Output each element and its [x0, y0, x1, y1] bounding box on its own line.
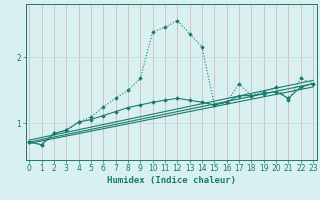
X-axis label: Humidex (Indice chaleur): Humidex (Indice chaleur) — [107, 176, 236, 185]
